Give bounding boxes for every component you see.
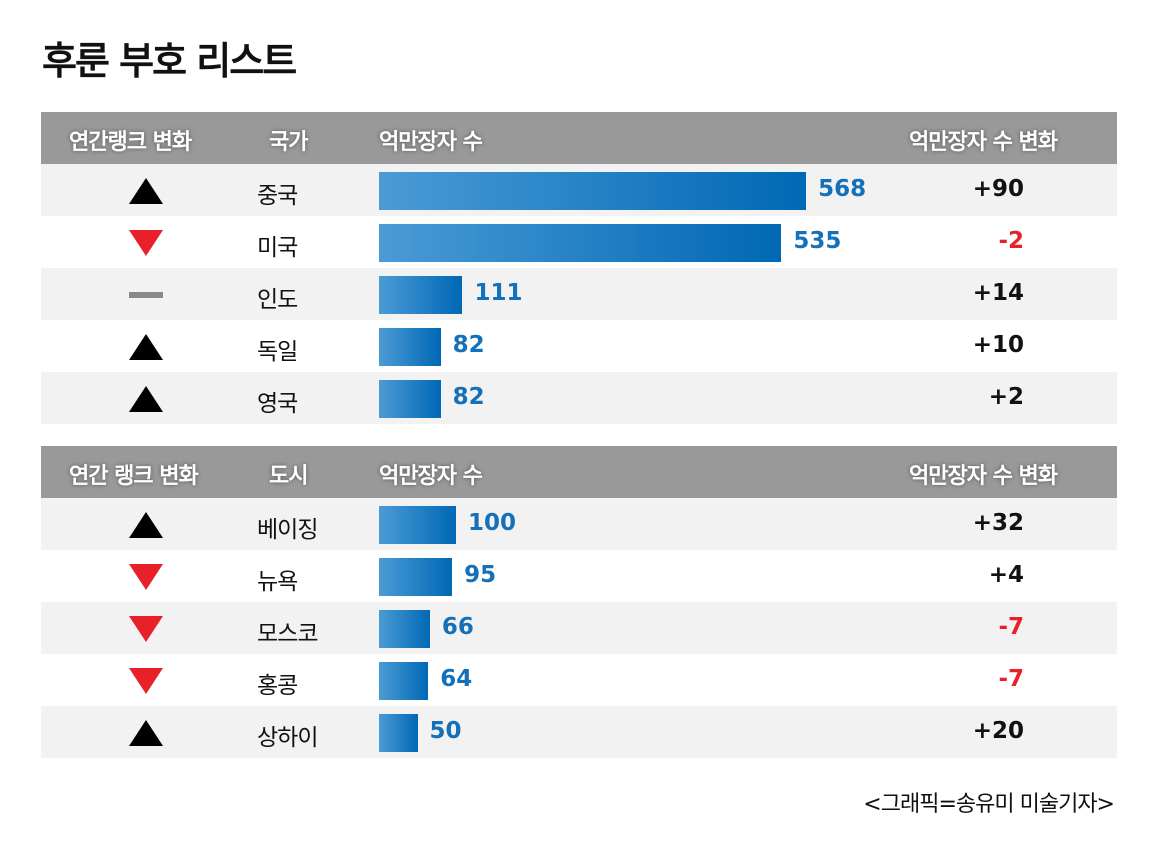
bar bbox=[379, 328, 441, 366]
change-value: +90 bbox=[972, 176, 1024, 202]
table-row: 상하이 50 +20 bbox=[41, 706, 1117, 758]
row-name: 중국 bbox=[257, 183, 298, 209]
column-header: 억만장자 수 변화 bbox=[909, 130, 1058, 155]
row-name: 미국 bbox=[257, 235, 298, 261]
row-name: 홍콩 bbox=[257, 673, 298, 699]
change-value: +10 bbox=[972, 332, 1024, 358]
bar bbox=[379, 380, 441, 418]
bar bbox=[379, 714, 418, 752]
rank-up-icon bbox=[129, 720, 163, 746]
table-header: 연간 랭크 변화 도시 억만장자 수 억만장자 수 변화 bbox=[41, 446, 1117, 498]
change-value: +32 bbox=[972, 510, 1024, 536]
bar bbox=[379, 172, 807, 210]
table-row: 독일 82 +10 bbox=[41, 320, 1117, 372]
change-value: -2 bbox=[998, 228, 1024, 254]
change-value: -7 bbox=[998, 614, 1024, 640]
bar-value-label: 111 bbox=[474, 280, 523, 306]
change-value: +4 bbox=[988, 562, 1024, 588]
change-value: +20 bbox=[972, 718, 1024, 744]
table-row: 뉴욕 95 +4 bbox=[41, 550, 1117, 602]
table-row: 모스코 66 -7 bbox=[41, 602, 1117, 654]
column-header: 연간 랭크 변화 bbox=[69, 464, 199, 489]
bar bbox=[379, 610, 430, 648]
column-header: 억만장자 수 bbox=[379, 130, 483, 155]
table-row: 영국 82 +2 bbox=[41, 372, 1117, 424]
row-name: 상하이 bbox=[257, 725, 318, 751]
column-header: 국가 bbox=[269, 130, 308, 155]
rank-down-icon bbox=[129, 668, 163, 694]
column-header: 억만장자 수 변화 bbox=[909, 464, 1058, 489]
column-header: 연간랭크 변화 bbox=[69, 130, 192, 155]
bar-value-label: 82 bbox=[452, 332, 485, 358]
country-table: 연간랭크 변화 국가 억만장자 수 억만장자 수 변화 중국 568 +90 미국 5… bbox=[41, 112, 1117, 424]
rank-up-icon bbox=[129, 334, 163, 360]
table-row: 홍콩 64 -7 bbox=[41, 654, 1117, 706]
rank-down-icon bbox=[129, 616, 163, 642]
row-name: 영국 bbox=[257, 391, 298, 417]
table-header: 연간랭크 변화 국가 억만장자 수 억만장자 수 변화 bbox=[41, 112, 1117, 164]
bar bbox=[379, 662, 429, 700]
bar bbox=[379, 276, 463, 314]
rank-up-icon bbox=[129, 386, 163, 412]
city-table: 연간 랭크 변화 도시 억만장자 수 억만장자 수 변화 베이징 100 +32 뉴욕… bbox=[41, 446, 1117, 758]
bar-value-label: 100 bbox=[468, 510, 517, 536]
table-row: 미국 535 -2 bbox=[41, 216, 1117, 268]
bar bbox=[379, 558, 453, 596]
column-header: 억만장자 수 bbox=[379, 464, 483, 489]
table-row: 인도 111 +14 bbox=[41, 268, 1117, 320]
rank-same-icon bbox=[129, 282, 163, 308]
change-value: -7 bbox=[998, 666, 1024, 692]
bar bbox=[379, 506, 456, 544]
bar-value-label: 82 bbox=[452, 384, 485, 410]
table-row: 중국 568 +90 bbox=[41, 164, 1117, 216]
row-name: 뉴욕 bbox=[257, 569, 298, 595]
page-title: 후룬 부호 리스트 bbox=[42, 39, 297, 83]
table-row: 베이징 100 +32 bbox=[41, 498, 1117, 550]
bar-value-label: 66 bbox=[441, 614, 474, 640]
bar-value-label: 535 bbox=[793, 228, 842, 254]
bar-value-label: 64 bbox=[440, 666, 473, 692]
row-name: 독일 bbox=[257, 339, 298, 365]
change-value: +14 bbox=[972, 280, 1024, 306]
column-header: 도시 bbox=[269, 464, 308, 489]
bar-value-label: 50 bbox=[429, 718, 462, 744]
row-name: 인도 bbox=[257, 287, 298, 313]
bar bbox=[379, 224, 782, 262]
row-name: 모스코 bbox=[257, 621, 318, 647]
rank-down-icon bbox=[129, 230, 163, 256]
row-name: 베이징 bbox=[257, 517, 318, 543]
change-value: +2 bbox=[988, 384, 1024, 410]
rank-up-icon bbox=[129, 512, 163, 538]
credit: <그래픽=송유미 미술기자> bbox=[863, 792, 1115, 817]
rank-up-icon bbox=[129, 178, 163, 204]
bar-value-label: 95 bbox=[464, 562, 497, 588]
bar-value-label: 568 bbox=[818, 176, 867, 202]
rank-down-icon bbox=[129, 564, 163, 590]
